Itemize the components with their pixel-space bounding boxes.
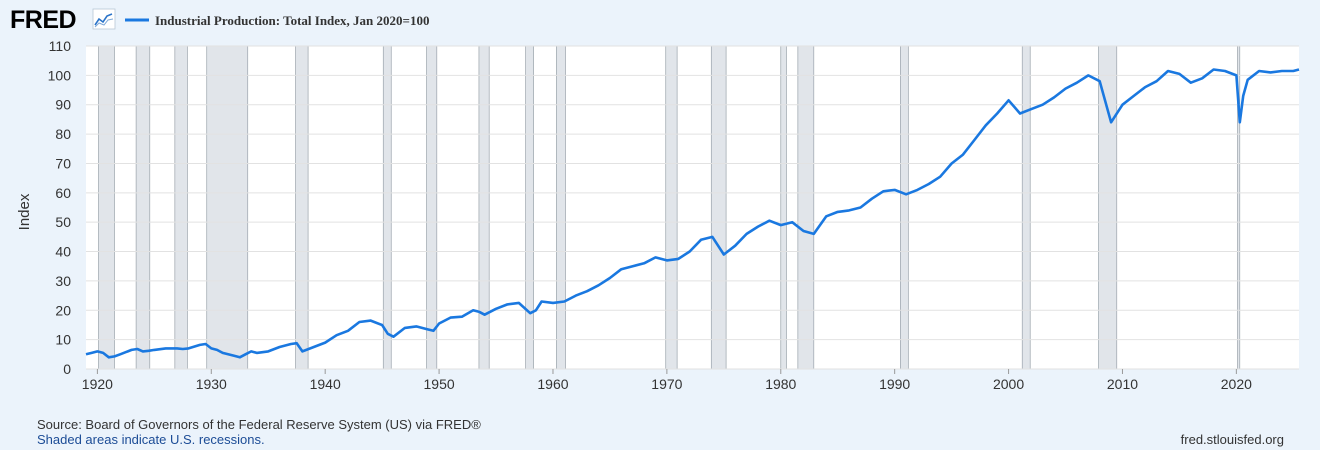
y-tick-label: 10 [55, 332, 71, 348]
recession-band [135, 45, 151, 370]
x-tick-label: 2000 [993, 376, 1024, 392]
recession-band [665, 45, 678, 370]
site-url[interactable]: fred.stlouisfed.org [1180, 432, 1284, 447]
y-tick-label: 60 [55, 185, 71, 201]
recession-band [556, 45, 566, 370]
recession-band [525, 45, 534, 370]
legend-label: Industrial Production: Total Index, Jan … [155, 13, 429, 28]
y-tick-label: 80 [55, 126, 71, 142]
y-tick-label: 70 [55, 155, 71, 171]
x-tick-label: 1940 [310, 376, 341, 392]
x-tick-label: 1980 [765, 376, 796, 392]
y-tick-label: 30 [55, 273, 71, 289]
x-tick-label: 1960 [537, 376, 568, 392]
x-tick-label: 1930 [196, 376, 227, 392]
recession-band [478, 45, 490, 370]
recession-band [797, 45, 815, 370]
x-tick-label: 1970 [651, 376, 682, 392]
y-tick-label: 110 [49, 38, 72, 54]
x-axis-ticks: 1920 1930 1940 1950 1960 1970 1980 1990 2000 2010… [82, 369, 1252, 392]
y-axis-label: Index [16, 193, 33, 230]
recession-note[interactable]: Shaded areas indicate U.S. recessions. [37, 432, 265, 447]
recession-band [295, 45, 309, 370]
recession-band [900, 45, 909, 370]
recession-band [1021, 45, 1031, 370]
y-tick-label: 0 [63, 361, 71, 377]
recession-band [780, 45, 787, 370]
recession-band [382, 45, 392, 370]
source-text: Source: Board of Governors of the Federa… [37, 417, 481, 432]
y-tick-label: 100 [48, 67, 72, 83]
plot-area [86, 46, 1299, 369]
legend: Industrial Production: Total Index, Jan … [125, 13, 429, 28]
x-tick-label: 2020 [1221, 376, 1252, 392]
x-tick-label: 1950 [424, 376, 455, 392]
recession-band [710, 45, 727, 370]
recession-band [174, 45, 188, 370]
fred-logo-text: FRED [10, 6, 76, 34]
x-tick-label: 1990 [879, 376, 910, 392]
recession-band [206, 45, 249, 370]
y-axis-ticks: 0 10 20 30 40 50 60 70 80 90 100 110 [48, 38, 72, 377]
series-line-industrial-production[interactable] [85, 68, 1300, 359]
recession-band [98, 45, 115, 370]
x-tick-label: 1920 [82, 376, 113, 392]
fred-logo-graph-icon [92, 8, 116, 30]
recession-band [1098, 45, 1118, 370]
y-tick-label: 40 [55, 244, 71, 260]
gridlines [86, 45, 1299, 370]
y-tick-label: 90 [55, 97, 71, 113]
fred-logo[interactable]: FRED [10, 6, 116, 34]
recession-band [426, 45, 438, 370]
y-tick-label: 20 [55, 302, 71, 318]
x-tick-label: 2010 [1107, 376, 1138, 392]
y-tick-label: 50 [55, 214, 71, 230]
